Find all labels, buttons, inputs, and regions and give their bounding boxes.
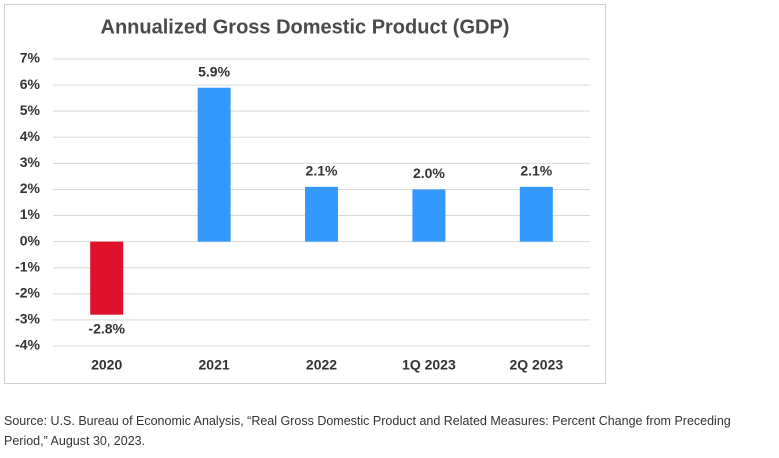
x-tick-label: 1Q 2023: [402, 357, 456, 373]
bar: [90, 241, 124, 315]
y-tick-label: 5%: [20, 102, 41, 118]
bar: [519, 186, 553, 242]
bar: [305, 186, 338, 242]
value-label: -2.8%: [88, 320, 125, 336]
x-tick-label: 2021: [199, 357, 230, 373]
y-tick-label: 1%: [20, 206, 41, 222]
y-tick-label: 0%: [20, 232, 41, 248]
y-tick-label: 4%: [20, 128, 41, 144]
source-note: Source: U.S. Bureau of Economic Analysis…: [4, 414, 731, 448]
y-tick-label: -2%: [15, 285, 40, 301]
y-tick-label: 2%: [20, 180, 41, 196]
value-label: 2.0%: [413, 165, 445, 181]
x-tick-label: 2020: [91, 357, 122, 373]
y-tick-label: 6%: [20, 76, 41, 92]
value-label: 2.1%: [306, 163, 338, 179]
y-tick-label: 7%: [20, 50, 41, 66]
chart: Annualized Gross Domestic Product (GDP) …: [4, 4, 606, 384]
x-tick-label: 2Q 2023: [509, 357, 563, 373]
value-label: 2.1%: [520, 163, 552, 179]
x-tick-label: 2022: [306, 357, 337, 373]
bar: [197, 87, 231, 242]
y-tick-label: -1%: [15, 258, 40, 274]
y-tick-label: 3%: [20, 154, 41, 170]
chart-title: Annualized Gross Domestic Product (GDP): [101, 16, 510, 38]
y-tick-label: -4%: [15, 337, 40, 353]
bar: [412, 189, 446, 242]
y-tick-label: -3%: [15, 311, 40, 327]
value-label: 5.9%: [198, 63, 230, 79]
chart-frame: [4, 4, 606, 384]
